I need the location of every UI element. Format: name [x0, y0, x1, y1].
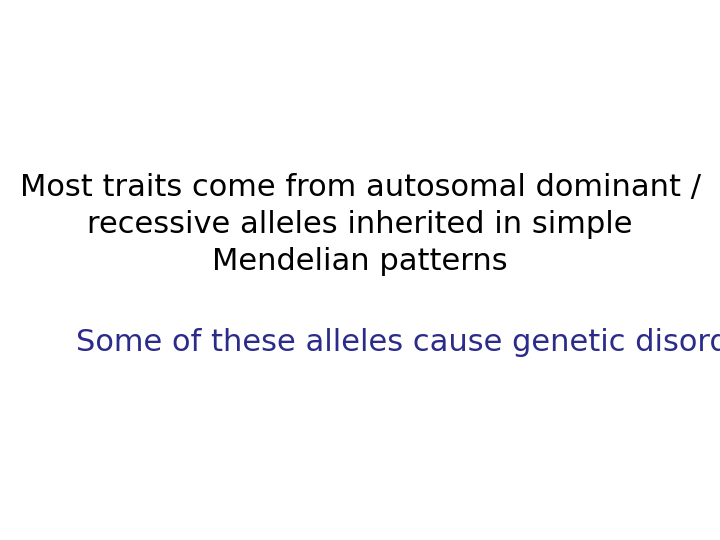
Text: Most traits come from autosomal dominant /
recessive alleles inherited in simple: Most traits come from autosomal dominant…: [19, 173, 701, 275]
Text: Some of these alleles cause genetic disorders: Some of these alleles cause genetic diso…: [76, 328, 720, 357]
